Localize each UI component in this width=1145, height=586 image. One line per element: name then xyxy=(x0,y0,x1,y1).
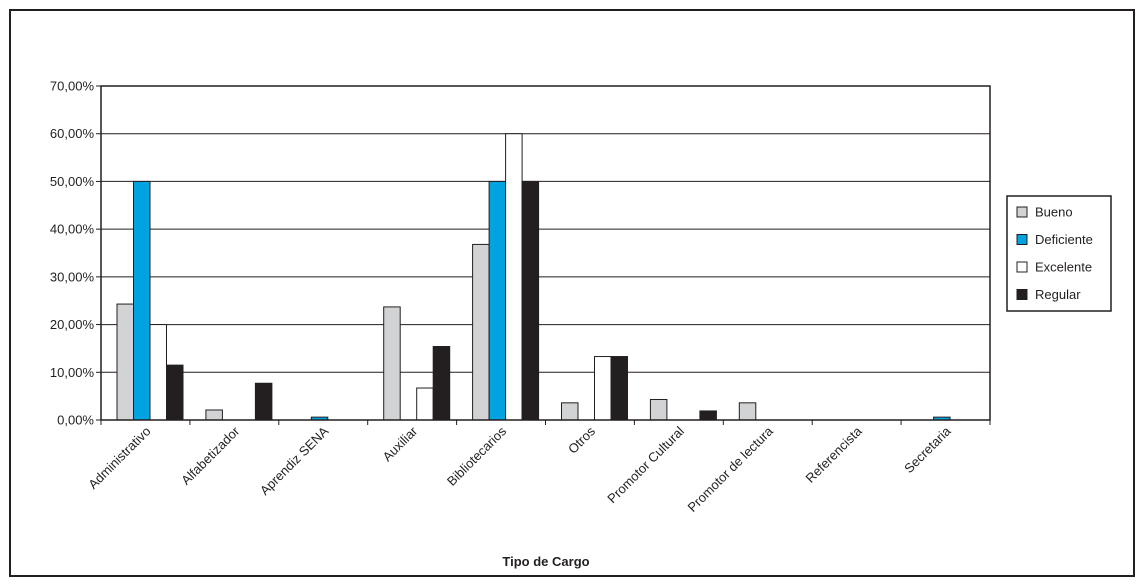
y-tick-label: 10,00% xyxy=(50,365,95,380)
y-tick-label: 70,00% xyxy=(50,79,95,94)
y-tick-label: 60,00% xyxy=(50,126,95,141)
x-tick-label: Otros xyxy=(565,423,598,456)
x-tick-label: Administrativo xyxy=(85,424,153,492)
x-tick-label: Referencista xyxy=(803,423,866,486)
legend-swatch-bueno xyxy=(1016,206,1028,218)
bar-deficiente xyxy=(488,180,507,421)
bar-deficiente xyxy=(133,180,151,421)
bar-bueno xyxy=(649,398,668,421)
legend-swatch-excelente xyxy=(1016,261,1028,273)
y-tick-label: 0,00% xyxy=(57,413,94,428)
x-tick-label: Promotor de lectura xyxy=(685,423,777,515)
bar-excelente xyxy=(594,356,612,421)
bar-bueno xyxy=(116,303,134,421)
bar-excelente xyxy=(149,324,167,421)
legend: Bueno Deficiente Excelente Regular xyxy=(1006,195,1112,312)
x-tick-label: Alfabetizador xyxy=(178,423,243,488)
x-axis-ticks: Administrativo Alfabetizador Aprendiz SENA… xyxy=(85,420,991,515)
legend-swatch-regular xyxy=(1016,289,1028,300)
bar-regular xyxy=(521,180,540,421)
legend-label-regular: Regular xyxy=(1035,287,1081,302)
bar-regular xyxy=(610,356,628,421)
bar-bueno xyxy=(383,306,401,421)
legend-label-bueno: Bueno xyxy=(1035,205,1073,220)
y-tick-label: 50,00% xyxy=(50,174,95,189)
bar-bueno xyxy=(738,402,757,421)
y-tick-label: 30,00% xyxy=(50,269,95,284)
bar-excelente xyxy=(416,387,434,421)
y-tick-label: 20,00% xyxy=(50,317,95,332)
x-tick-label: Secretaria xyxy=(901,423,954,476)
x-tick-label: Aprendiz SENA xyxy=(257,423,332,498)
legend-label-excelente: Excelente xyxy=(1035,260,1092,275)
bar-regular xyxy=(254,382,273,421)
y-tick-label: 40,00% xyxy=(50,222,95,237)
legend-swatch-deficiente xyxy=(1016,234,1028,245)
gridlines xyxy=(101,133,990,373)
bar-bueno xyxy=(561,402,579,421)
legend-label-deficiente: Deficiente xyxy=(1035,232,1093,247)
x-tick-label: Promotor Cultural xyxy=(604,423,687,506)
x-axis-title: Tipo de Cargo xyxy=(502,554,589,569)
bar-bueno xyxy=(472,243,490,421)
plot-area-border xyxy=(100,85,991,421)
bar-regular xyxy=(166,364,184,421)
x-tick-label: Auxiliar xyxy=(380,423,421,464)
bar-regular xyxy=(432,346,451,421)
bar-excelente xyxy=(505,133,523,421)
bar-regular xyxy=(699,410,717,421)
x-tick-label: Bibliotecarios xyxy=(444,423,510,489)
chart-frame xyxy=(9,9,1135,577)
y-axis-ticks: 0,00% 10,00% 20,00% 30,00% 40,00% 50,00% 60,00… xyxy=(50,79,101,428)
bar-bueno xyxy=(205,409,223,421)
